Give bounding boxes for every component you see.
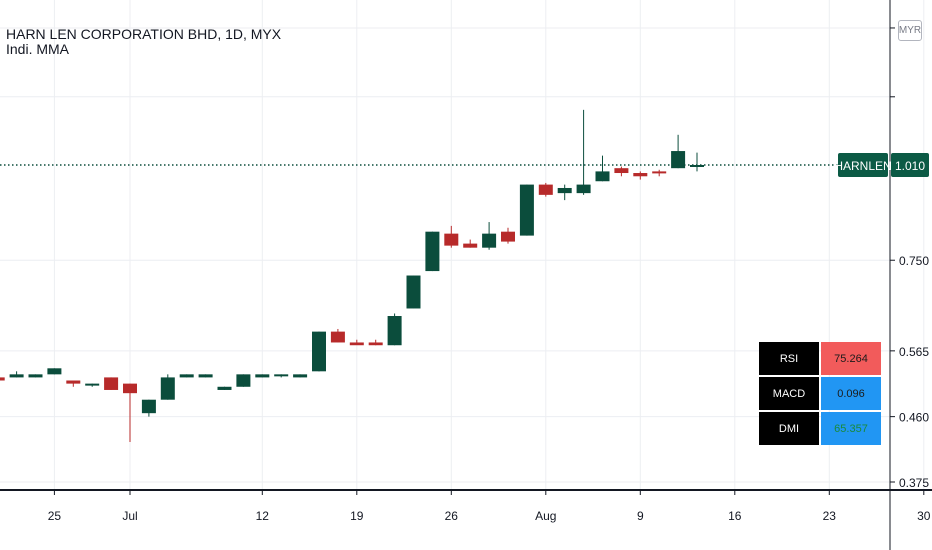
candle-body [141, 399, 156, 414]
candle-body [28, 374, 43, 378]
symbol-label-box [838, 153, 888, 177]
candle-body [538, 184, 553, 195]
y-tick-label: 0.750 [899, 254, 929, 268]
indicator-name: MACD [759, 377, 819, 410]
candle-body [274, 374, 289, 377]
candle-body [368, 342, 383, 346]
candle-body [47, 368, 62, 375]
candle-body [85, 383, 100, 386]
indicator-value: 65.357 [821, 412, 881, 445]
indicator-name: RSI [759, 342, 819, 375]
indicator-value: 75.264 [821, 342, 881, 375]
candle-body [217, 386, 232, 390]
candle-body [349, 342, 364, 346]
price-label-box [891, 153, 929, 177]
x-tick-label: Aug [535, 509, 556, 523]
x-tick-label: 12 [256, 509, 270, 523]
candle-body [482, 233, 497, 248]
candle-body [671, 151, 686, 169]
price-label: 1.010 [895, 159, 925, 173]
indicator-row-macd: MACD 0.096 [759, 377, 881, 410]
indicator-name: DMI [759, 412, 819, 445]
chart-title: HARN LEN CORPORATION BHD, 1D, MYX [6, 26, 282, 42]
indicator-table: RSI 75.264 MACD 0.096 DMI 65.357 [757, 340, 883, 447]
symbol-label: HARNLEN [834, 159, 891, 173]
candle-body [255, 374, 270, 378]
x-tick-label: 9 [637, 509, 644, 523]
candle-body [425, 231, 440, 272]
y-tick-label: 0.565 [899, 345, 929, 359]
candle-body [501, 231, 515, 242]
x-tick-label: 19 [350, 509, 364, 523]
candle-body [293, 374, 308, 378]
y-tick-label: 0.460 [899, 411, 929, 425]
candle-body [160, 377, 175, 400]
indicator-label: Indi. MMA [6, 41, 70, 57]
candle-body [330, 331, 345, 343]
x-tick-label: 16 [728, 509, 742, 523]
candle-body [614, 168, 629, 174]
x-tick-label: 30 [917, 509, 931, 523]
candle-body [633, 173, 648, 177]
candle-body [576, 184, 591, 194]
x-tick-label: Jul [122, 509, 137, 523]
candle-body [123, 383, 137, 394]
y-tick-label: 0.375 [899, 476, 929, 490]
candle-body [0, 377, 5, 381]
candle-body [198, 374, 213, 378]
x-tick-label: 23 [823, 509, 837, 523]
x-tick-label: 25 [48, 509, 62, 523]
indicator-row-dmi: DMI 65.357 [759, 412, 881, 445]
candle-body [652, 171, 667, 174]
candle-body [406, 275, 421, 309]
candle-body [312, 331, 326, 372]
candle-body [179, 374, 194, 378]
candle-body [66, 380, 81, 384]
candle-body [387, 316, 402, 346]
indicator-value: 0.096 [821, 377, 881, 410]
candle-body [236, 374, 251, 387]
candle-body [104, 377, 119, 390]
candle-body [519, 184, 534, 236]
candle-body [557, 187, 572, 194]
currency-badge[interactable]: MYR [898, 20, 922, 41]
candle-body [444, 233, 459, 246]
candle-body [463, 243, 478, 248]
indicator-row-rsi: RSI 75.264 [759, 342, 881, 375]
candle-body [9, 374, 24, 378]
x-tick-label: 26 [445, 509, 459, 523]
candle-body [690, 165, 704, 167]
candle-body [595, 171, 610, 182]
